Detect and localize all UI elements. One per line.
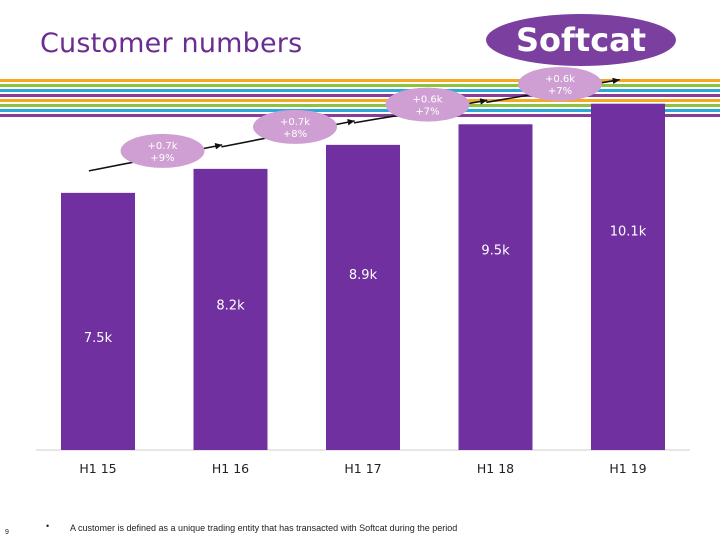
- bar: [61, 192, 135, 450]
- stripe: [0, 114, 720, 117]
- bar-value-label: 9.5k: [481, 244, 510, 259]
- x-tick-label: H1 17: [344, 461, 381, 476]
- stripe: [0, 99, 720, 102]
- growth-bubble: [120, 133, 205, 168]
- footnote-bullet: •: [46, 521, 50, 531]
- x-tick-label: H1 16: [212, 461, 249, 476]
- growth-abs-label: +0.6k: [413, 95, 443, 106]
- x-tick-label: H1 15: [79, 461, 116, 476]
- growth-abs-label: +0.6k: [545, 74, 575, 85]
- growth-arrowhead: [612, 77, 620, 85]
- stripe: [0, 84, 720, 87]
- growth-arrowhead: [347, 119, 355, 126]
- page-number: 9: [5, 529, 9, 536]
- softcat-logo: Softcat: [486, 14, 676, 66]
- growth-bubble: [518, 67, 603, 101]
- growth-bubble: [253, 109, 338, 144]
- growth-pct-label: +7%: [548, 86, 572, 97]
- growth-abs-label: +0.7k: [280, 117, 310, 128]
- stripe: [0, 79, 720, 82]
- bar: [193, 168, 268, 450]
- growth-pct-label: +9%: [150, 153, 174, 164]
- growth-bubble: [385, 87, 470, 122]
- x-tick-label: H1 18: [477, 461, 514, 476]
- growth-pct-label: +7%: [415, 107, 439, 118]
- bar-value-label: 8.9k: [349, 268, 378, 283]
- bar-value-label: 10.1k: [610, 224, 647, 239]
- footnote: A customer is defined as a unique tradin…: [70, 523, 458, 533]
- bar-value-label: 8.2k: [216, 298, 245, 313]
- stripe: [0, 89, 720, 92]
- bar: [458, 124, 533, 451]
- growth-arrowhead: [479, 98, 488, 105]
- x-tick-label: H1 19: [609, 461, 646, 476]
- bar: [326, 144, 400, 450]
- stripe: [0, 109, 720, 112]
- bar: [591, 103, 665, 450]
- growth-abs-label: +0.7k: [148, 141, 178, 152]
- bar-value-label: 7.5k: [84, 331, 113, 346]
- stripe: [0, 104, 720, 107]
- stripe: [0, 94, 720, 97]
- growth-pct-label: +8%: [283, 129, 307, 140]
- growth-arrowhead: [214, 143, 223, 150]
- page-title: Customer numbers: [40, 28, 303, 59]
